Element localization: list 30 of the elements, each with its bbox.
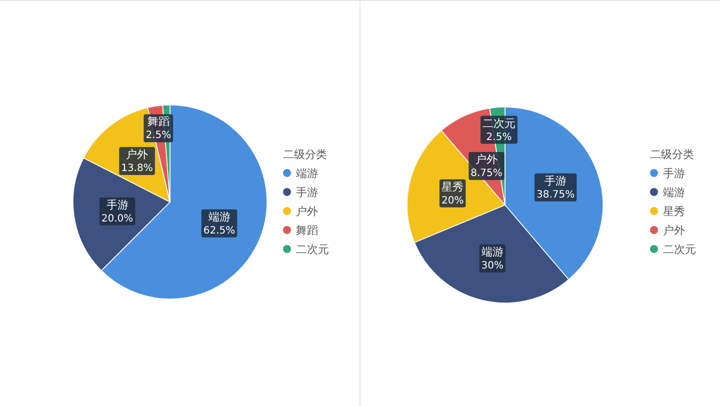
slice-label: 星秀 [442, 180, 464, 194]
data-label: 20% [441, 195, 464, 206]
slice-label: 端游 [208, 210, 230, 224]
legend-title: 二级分类 [650, 148, 694, 161]
legend-label: 手游 [296, 186, 318, 199]
slice-label: 手游 [544, 174, 567, 188]
legend-label: 手游 [663, 167, 685, 180]
slice-label: 户外 [126, 148, 148, 162]
legend-label: 端游 [663, 186, 685, 199]
slice-label: 舞蹈 [147, 115, 170, 128]
data-label: 2.5% [146, 130, 172, 142]
data-label: 2.5% [486, 132, 512, 143]
data-label: 8.75% [470, 168, 502, 179]
data-label: 38.75% [536, 189, 575, 200]
data-label: 20.0% [101, 213, 134, 224]
legend-label: 户外 [296, 205, 318, 218]
legend-label: 二次元 [296, 243, 329, 256]
slice-label: 端游 [481, 245, 504, 258]
legend-label: 户外 [663, 224, 685, 237]
data-label: 13.8% [121, 163, 153, 174]
legend-label: 星秀 [663, 205, 685, 218]
slice-label: 二次元 [482, 116, 516, 130]
legend-label: 舞蹈 [296, 224, 318, 237]
legend-title: 二级分类 [283, 148, 327, 161]
legend-label: 二次元 [663, 243, 696, 256]
legend-label: 端游 [296, 167, 318, 180]
data-label: 62.5% [203, 225, 236, 236]
data-label: 30% [481, 260, 504, 272]
slice-label: 户外 [476, 152, 498, 166]
slice-label: 手游 [106, 198, 128, 212]
